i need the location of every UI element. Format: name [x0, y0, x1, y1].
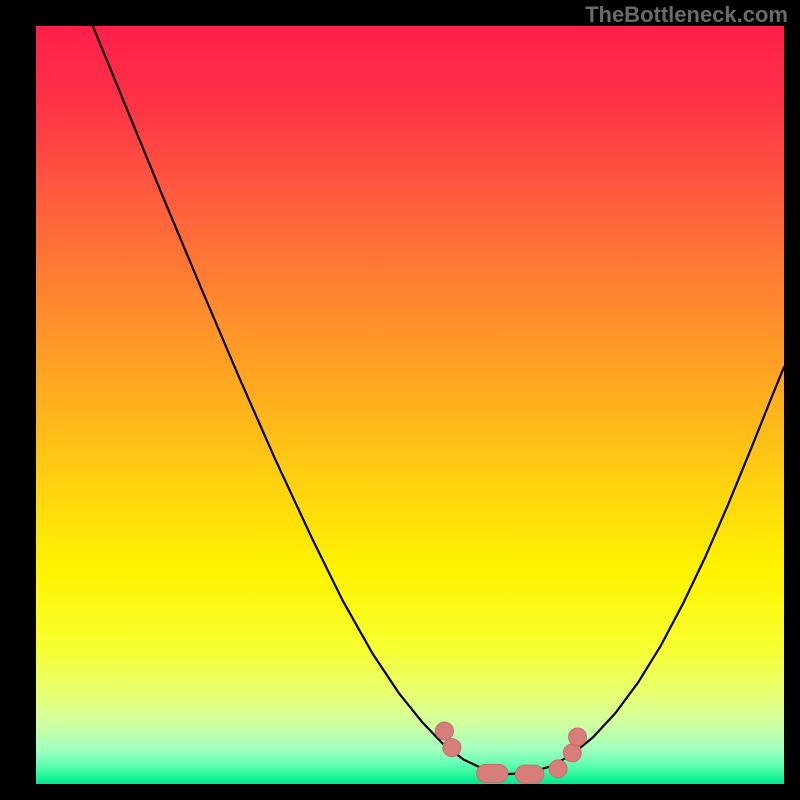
chart-frame: TheBottleneck.com: [0, 0, 800, 800]
plot-area: [36, 26, 784, 784]
chart-svg: [36, 26, 784, 784]
v-curve-line: [93, 26, 784, 774]
marker-dot: [443, 739, 461, 757]
marker-capsule: [477, 764, 508, 782]
marker-dot: [569, 728, 587, 746]
marker-dot: [549, 760, 567, 778]
watermark-label: TheBottleneck.com: [585, 2, 788, 28]
marker-dot: [435, 722, 453, 740]
marker-capsule: [515, 765, 543, 783]
marker-dot: [563, 744, 581, 762]
